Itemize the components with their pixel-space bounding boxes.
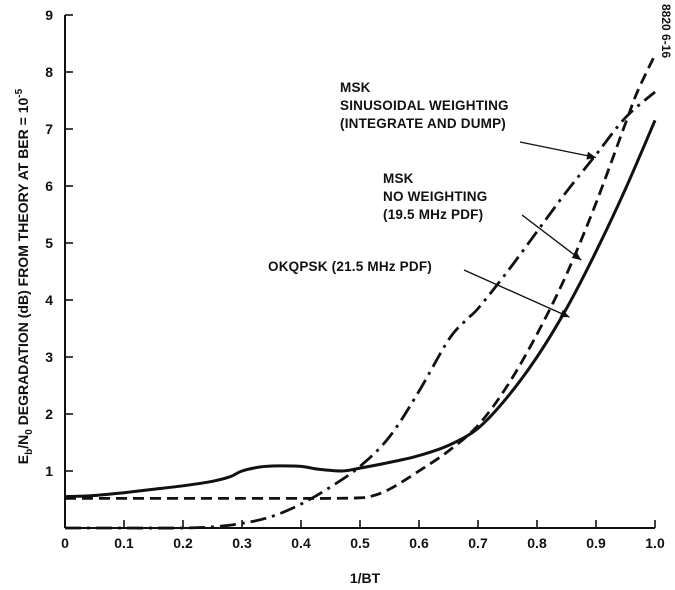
y-tick-label: 3 bbox=[45, 349, 53, 365]
y-label-mid: /N bbox=[15, 435, 31, 449]
y-tick-label: 2 bbox=[45, 406, 53, 422]
series-line-okqpsk bbox=[64, 119, 657, 499]
x-tick-label: 0.7 bbox=[468, 535, 488, 551]
y-tick-label: 1 bbox=[45, 463, 53, 479]
y-label-prefix: E bbox=[15, 455, 31, 464]
y-label-sub2: 0 bbox=[24, 429, 35, 435]
x-tick-label: 0.6 bbox=[409, 535, 429, 551]
x-tick-label: 0.3 bbox=[232, 535, 252, 551]
annotation-arrowhead-msk-no-weighting bbox=[571, 251, 582, 261]
annotation-msk-no-weighting-line: (19.5 MHz PDF) bbox=[383, 207, 483, 222]
annotation-msk-sinusoidal-line: SINUSOIDAL WEIGHTING bbox=[340, 98, 509, 113]
annotation-msk-no-weighting-line: NO WEIGHTING bbox=[383, 189, 487, 204]
annotation-arrowhead-msk-sinusoidal bbox=[586, 151, 596, 160]
y-label-sup: -5 bbox=[14, 88, 25, 97]
annotations: MSK SINUSOIDAL WEIGHTING (INTEGRATE AND DU… bbox=[268, 80, 597, 318]
y-axis-label: Eb/N0 DEGRADATION (dB) FROM THEORY AT BE… bbox=[14, 88, 35, 464]
x-tick-label: 0 bbox=[61, 535, 69, 551]
x-tick-label: 0.9 bbox=[586, 535, 606, 551]
y-label-rest: DEGRADATION (dB) FROM THEORY AT BER = 10 bbox=[15, 97, 31, 429]
annotation-msk-sinusoidal-line: (INTEGRATE AND DUMP) bbox=[340, 116, 506, 131]
y-tick-label: 4 bbox=[45, 292, 53, 308]
annotation-arrowhead-okqpsk bbox=[559, 309, 570, 318]
series-line-msk-no-weighting bbox=[65, 54, 657, 500]
y-tick-label: 8 bbox=[45, 64, 53, 80]
annotation-msk-sinusoidal-line: MSK bbox=[340, 80, 371, 95]
y-tick-label: 5 bbox=[45, 235, 53, 251]
y-ticks: 1 2 3 4 5 6 7 8 9 bbox=[45, 7, 73, 479]
x-tick-label: 0.1 bbox=[114, 535, 134, 551]
y-tick-label: 9 bbox=[45, 7, 53, 23]
figure-id: 8820 6-16 bbox=[659, 4, 673, 58]
x-tick-label: 0.2 bbox=[173, 535, 193, 551]
annotation-leader-okqpsk bbox=[463, 269, 570, 318]
x-tick-label: 0.8 bbox=[527, 535, 547, 551]
y-tick-label: 6 bbox=[45, 178, 53, 194]
annotation-leader-msk-no-weighting bbox=[521, 214, 582, 261]
series-line-msk-sinusoidal-weighting bbox=[65, 90, 656, 530]
x-tick-label: 1.0 bbox=[645, 535, 665, 551]
x-axis-label: 1/BT bbox=[350, 570, 381, 586]
x-tick-label: 0.5 bbox=[350, 535, 370, 551]
annotation-leader-msk-sinusoidal bbox=[519, 141, 597, 159]
annotation-msk-no-weighting-line: MSK bbox=[383, 171, 414, 186]
y-label-sub1: b bbox=[24, 449, 35, 455]
series-layer bbox=[64, 54, 657, 530]
x-tick-label: 0.4 bbox=[291, 535, 311, 551]
annotation-okqpsk-line: OKQPSK (21.5 MHz PDF) bbox=[268, 259, 432, 274]
x-ticks: 0 0.1 0.2 0.3 0.4 0.5 0.6 0.7 0.8 0.9 1.0 bbox=[61, 520, 665, 551]
y-tick-label: 7 bbox=[45, 121, 53, 137]
plot-area: 0 0.1 0.2 0.3 0.4 0.5 0.6 0.7 0.8 0.9 1.0 1 2 3 4 5 6 7 8… bbox=[45, 7, 665, 551]
